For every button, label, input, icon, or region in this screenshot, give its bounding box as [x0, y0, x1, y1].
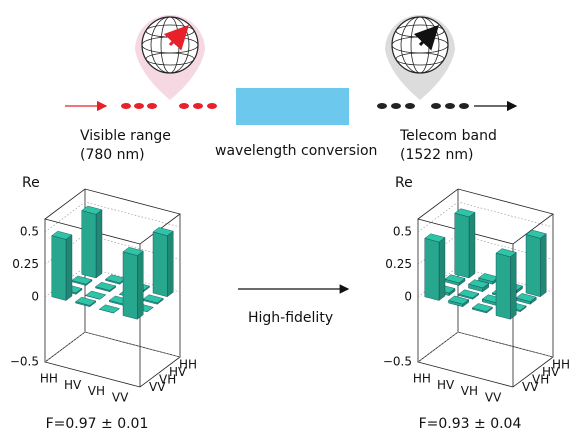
row-label: VH [88, 384, 105, 398]
bar [86, 291, 106, 299]
bar [526, 230, 546, 297]
bar-front [455, 213, 469, 278]
bar [96, 282, 116, 292]
bar-front [526, 235, 540, 297]
bar [82, 206, 102, 278]
bar [143, 295, 163, 305]
bar [76, 297, 96, 307]
grid-line [418, 202, 553, 232]
transfer-label: High-fidelity [248, 310, 333, 326]
bar-side [439, 238, 445, 301]
telecom-bloch [385, 15, 455, 100]
bar-side [540, 234, 546, 297]
bar [496, 249, 516, 320]
z-tick-label: 0.25 [385, 257, 412, 271]
z-tick-label: −0.5 [383, 355, 412, 369]
z-axis-label: Re [22, 175, 40, 191]
row-label: HH [413, 372, 431, 386]
bar [52, 231, 72, 300]
target-label: Telecom band [399, 128, 497, 144]
bar-side [66, 235, 72, 301]
row-label: HH [40, 372, 58, 386]
bar-side [510, 252, 516, 319]
row-label: VH [461, 384, 478, 398]
bar-front [52, 236, 66, 301]
bar-top [86, 291, 106, 299]
visible-pulses [121, 103, 217, 109]
col-label: VV [522, 380, 539, 394]
grid-line [418, 332, 553, 362]
bar [72, 276, 92, 286]
bar [99, 305, 119, 313]
z-tick-label: −0.5 [10, 355, 39, 369]
bar-front [82, 211, 96, 278]
figure: Visible range (780 nm) wavelength conver… [0, 0, 586, 434]
row-label: HV [437, 378, 455, 392]
bar [106, 275, 126, 285]
source-wavelength: (780 nm) [80, 147, 145, 163]
bar-side [137, 251, 143, 319]
bar-front [496, 253, 510, 319]
bar-side [167, 231, 173, 297]
bar-front [123, 252, 137, 319]
source-label: Visible range [80, 128, 171, 144]
bar-top [99, 305, 119, 313]
z-axis-label: Re [395, 175, 413, 191]
bar-side [469, 212, 475, 278]
target-wavelength: (1522 nm) [400, 147, 474, 163]
col-label: VV [149, 380, 166, 394]
fidelity: F=0.93 ± 0.04 [419, 416, 522, 432]
converter [236, 88, 349, 125]
z-tick-label: 0 [404, 290, 412, 304]
z-tick-label: 0.5 [393, 225, 412, 239]
bar-front [153, 232, 167, 297]
z-tick-label: 0 [31, 290, 39, 304]
row-label: HV [64, 378, 82, 392]
z-tick-label: 0.5 [20, 225, 39, 239]
bar [153, 227, 173, 296]
fidelity: F=0.97 ± 0.01 [46, 416, 149, 432]
bar [123, 247, 143, 319]
bar [455, 209, 475, 278]
row-label: VV [112, 390, 129, 404]
bar-side [96, 210, 102, 278]
bar [425, 234, 445, 301]
bar [472, 303, 492, 313]
bar-front [425, 238, 439, 300]
visible-bloch [135, 15, 205, 100]
telecom-pulses [377, 103, 469, 109]
process-label: wavelength conversion [215, 143, 377, 159]
grid-line [45, 332, 180, 362]
z-tick-label: 0.25 [12, 257, 39, 271]
row-label: VV [485, 390, 502, 404]
